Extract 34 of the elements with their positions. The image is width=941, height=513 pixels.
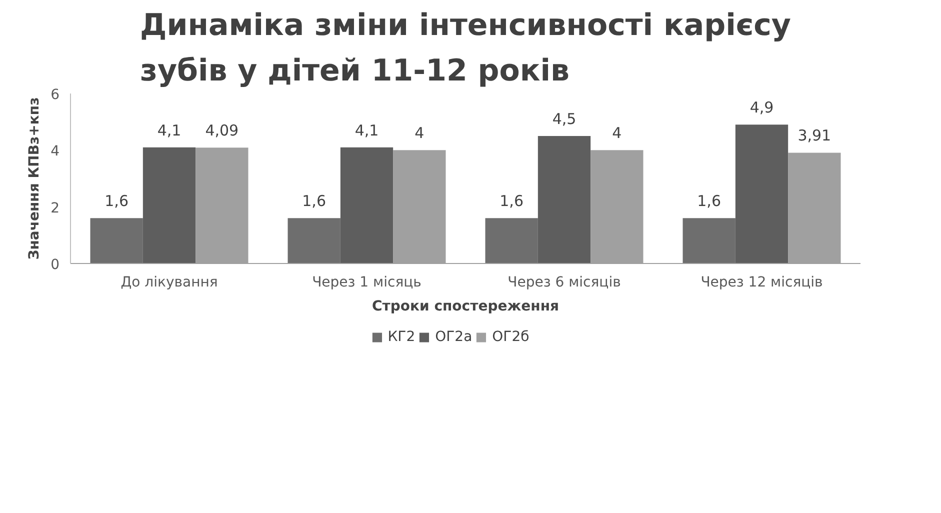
data-label: 4,09: [205, 122, 239, 140]
data-label: 4,5: [552, 110, 576, 128]
bar: [538, 136, 591, 264]
bar: [288, 218, 340, 264]
bar: [485, 218, 538, 264]
x-tick-label: Через 12 місяців: [700, 274, 823, 290]
x-axis-title: Строки спостереження: [372, 298, 560, 314]
legend-label: ОГ2а: [435, 329, 472, 345]
y-tick-label: 2: [50, 200, 60, 216]
data-label: 1,6: [500, 192, 524, 210]
bar: [682, 218, 736, 264]
bar: [90, 218, 143, 264]
legend-label: ОГ2б: [492, 329, 530, 345]
x-tick-label: До лікування: [120, 274, 218, 290]
legend-label: КГ2: [388, 329, 416, 345]
data-label: 4: [612, 124, 622, 142]
chart-title: Динаміка зміни інтенсивності карієсу зубів у дітей 11-12 років: [140, 8, 792, 88]
data-label: 1,6: [697, 192, 722, 210]
y-tick-label: 4: [50, 144, 60, 160]
data-label: 1,6: [302, 192, 326, 210]
x-tick-label: Через 6 місяців: [508, 274, 621, 290]
bar: [340, 147, 394, 264]
data-label: 4: [414, 124, 424, 142]
data-label: 4,9: [750, 98, 774, 117]
data-label: 4,1: [354, 121, 379, 140]
data-label: 3,91: [798, 126, 832, 145]
x-tick-label: Через 1 місяць: [312, 274, 422, 290]
data-label: 1,6: [104, 192, 129, 210]
bar: [142, 147, 196, 264]
y-tick-label: 0: [50, 257, 60, 273]
y-tick-label: 6: [50, 87, 60, 103]
data-label: 4,1: [157, 121, 182, 140]
bar: [735, 124, 788, 264]
y-axis-title: Значення КПВз+кпз: [26, 97, 43, 260]
